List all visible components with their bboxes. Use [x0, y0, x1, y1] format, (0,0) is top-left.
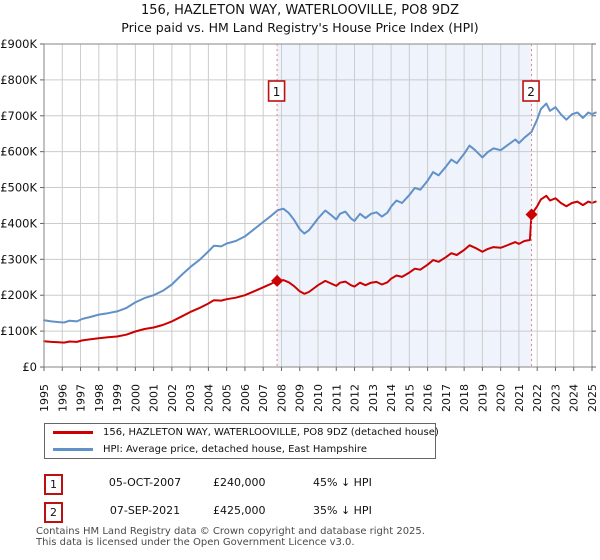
- sale-1-hpi-delta: 45% ↓ HPI: [313, 476, 372, 489]
- svg-text:2014: 2014: [385, 384, 398, 412]
- svg-text:1999: 1999: [111, 384, 124, 412]
- sale-1-price: £240,000: [213, 476, 266, 489]
- legend-row-hpi: HPI: Average price, detached house, East…: [45, 443, 435, 457]
- legend: 156, HAZLETON WAY, WATERLOOVILLE, PO8 9D…: [44, 423, 439, 459]
- chart-subtitle: Price paid vs. HM Land Registry's House …: [121, 20, 479, 35]
- svg-text:1996: 1996: [56, 384, 69, 412]
- svg-text:2019: 2019: [476, 384, 489, 412]
- svg-text:2010: 2010: [312, 384, 325, 412]
- svg-text:2002: 2002: [166, 384, 179, 412]
- hpi-line-swatch: [53, 447, 93, 451]
- svg-text:2017: 2017: [440, 384, 453, 412]
- copyright-line-2: This data is licensed under the Open Gov…: [36, 537, 355, 548]
- svg-text:2023: 2023: [549, 384, 562, 412]
- svg-text:1995: 1995: [38, 384, 51, 412]
- svg-text:2021: 2021: [513, 384, 526, 412]
- svg-text:1998: 1998: [93, 384, 106, 412]
- axis-tick-labels: £0 £100K £200K £300K £400K £500K £600K £700K £80…: [0, 37, 599, 412]
- svg-text:2012: 2012: [349, 384, 362, 412]
- sale-1-date: 05-OCT-2007: [108, 476, 182, 489]
- sale-2-hpi-delta: 35% ↓ HPI: [313, 504, 372, 517]
- data-series-lines: [43, 102, 597, 344]
- sale-2-label-box: [522, 80, 540, 102]
- svg-text:2008: 2008: [275, 384, 288, 412]
- svg-text:£700K: £700K: [0, 109, 37, 123]
- legend-label-hpi: HPI: Average price, detached house, East…: [103, 443, 367, 455]
- svg-text:2025: 2025: [586, 384, 599, 412]
- svg-text:2004: 2004: [202, 384, 215, 412]
- svg-text:£500K: £500K: [0, 181, 37, 195]
- svg-text:2011: 2011: [330, 384, 343, 412]
- svg-text:2016: 2016: [422, 384, 435, 412]
- chart-title: 156, HAZLETON WAY, WATERLOOVILLE, PO8 9D…: [141, 3, 459, 18]
- svg-text:£0: £0: [22, 360, 37, 374]
- svg-text:£400K: £400K: [0, 216, 37, 230]
- svg-text:1997: 1997: [75, 384, 88, 412]
- svg-text:£600K: £600K: [0, 145, 37, 159]
- sale-annotation-row-1: 1 05-OCT-2007 £240,000 45% ↓ HPI: [0, 474, 600, 495]
- sale-1-label-text: 1: [273, 85, 281, 99]
- sale-1-label-box: [267, 80, 286, 102]
- copyright-line-1: Contains HM Land Registry data © Crown c…: [36, 526, 425, 537]
- price-paid-line: [43, 194, 597, 344]
- svg-text:2018: 2018: [458, 384, 471, 412]
- svg-text:2006: 2006: [239, 384, 252, 412]
- sale-1-number-badge: 1: [44, 474, 63, 495]
- between-sales-shaded-band: [277, 44, 532, 367]
- svg-text:2007: 2007: [257, 384, 270, 412]
- sale-2-price: £425,000: [213, 504, 266, 517]
- svg-text:£200K: £200K: [0, 288, 37, 302]
- svg-text:2005: 2005: [221, 384, 234, 412]
- sale-annotation-row-2: 2 07-SEP-2021 £425,000 35% ↓ HPI: [0, 502, 600, 523]
- svg-text:2013: 2013: [367, 384, 380, 412]
- svg-text:2015: 2015: [403, 384, 416, 412]
- svg-text:2009: 2009: [294, 384, 307, 412]
- sale-2-label-text: 2: [527, 85, 535, 99]
- svg-text:£900K: £900K: [0, 37, 37, 51]
- legend-row-price-paid: 156, HAZLETON WAY, WATERLOOVILLE, PO8 9D…: [45, 426, 439, 440]
- price-paid-line-swatch: [53, 431, 93, 435]
- sale-1-diamond-marker: [271, 274, 284, 287]
- svg-text:£100K: £100K: [0, 324, 37, 338]
- sale-2-date: 07-SEP-2021: [109, 504, 181, 517]
- svg-text:£800K: £800K: [0, 73, 37, 87]
- legend-label-price-paid: 156, HAZLETON WAY, WATERLOOVILLE, PO8 9D…: [103, 427, 439, 439]
- svg-text:2003: 2003: [184, 384, 197, 412]
- plot-frame-and-ticks: [40, 43, 596, 371]
- sale-2-diamond-marker: [525, 208, 538, 221]
- svg-text:2000: 2000: [129, 384, 142, 412]
- hpi-line: [43, 102, 597, 324]
- shaded-band-rect: [277, 44, 532, 367]
- sale-2-number-badge: 2: [44, 502, 63, 523]
- svg-text:2001: 2001: [148, 384, 161, 412]
- svg-text:2024: 2024: [568, 384, 581, 412]
- svg-text:2022: 2022: [531, 384, 544, 412]
- svg-text:£300K: £300K: [0, 252, 37, 266]
- svg-text:2020: 2020: [495, 384, 508, 412]
